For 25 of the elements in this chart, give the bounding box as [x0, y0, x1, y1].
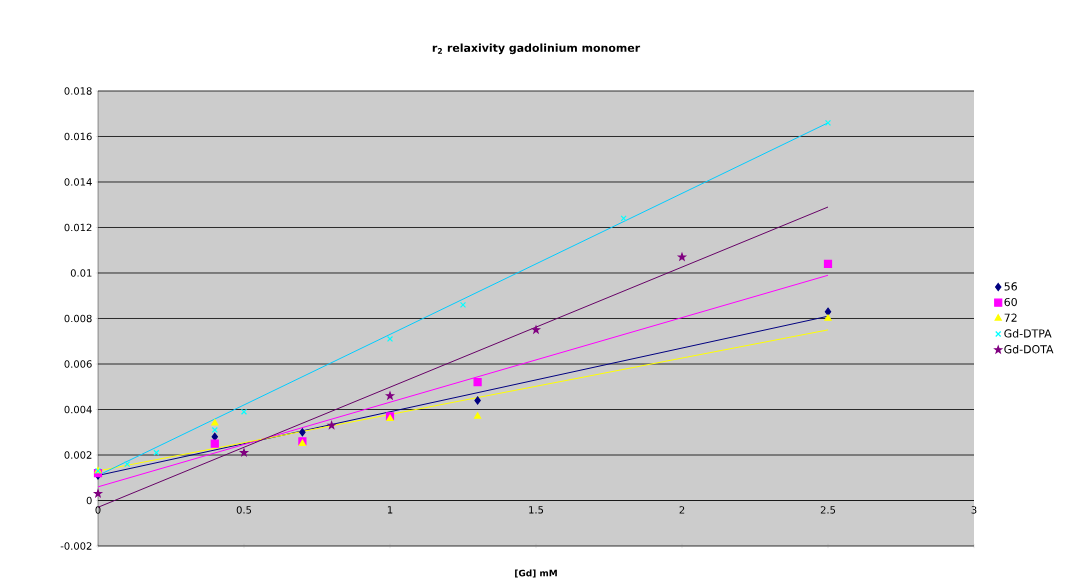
y-tick-label: 0 — [86, 496, 92, 505]
y-tick-label: 0.002 — [64, 451, 92, 459]
y-tick-label: 0.006 — [64, 360, 92, 368]
legend-label: Gd-DTPA — [1004, 329, 1052, 338]
y-tick-label: -0.002 — [60, 542, 92, 550]
legend-label: 60 — [1004, 297, 1017, 307]
x-tick-label: 0.5 — [236, 506, 252, 514]
legend-label: 72 — [1004, 313, 1017, 322]
chart-title: r$_{2}$ relaxivity gadolinium monomer — [432, 43, 641, 55]
y-tick-label: 0.018 — [64, 87, 92, 95]
legend-label: 56 — [1004, 282, 1017, 291]
x-tick-label: 0 — [95, 506, 101, 514]
x-axis-title: [Gd] mM — [515, 569, 557, 578]
legend-label: Gd-DOTA — [1004, 344, 1054, 354]
y-tick-label: 0.016 — [64, 132, 92, 141]
y-tick-label: 0.004 — [64, 405, 92, 414]
x-tick-label: 1 — [387, 506, 393, 514]
x-tick-label: 3 — [971, 506, 977, 514]
y-tick-label: 0.01 — [70, 269, 92, 277]
x-tick-label: 1.5 — [529, 506, 544, 514]
y-tick-label: 0.014 — [64, 178, 92, 186]
x-tick-label: 2 — [679, 506, 685, 514]
y-tick-label: 0.012 — [64, 223, 92, 232]
y-tick-label: 0.008 — [64, 314, 92, 323]
x-tick-label: 2.5 — [820, 506, 836, 514]
